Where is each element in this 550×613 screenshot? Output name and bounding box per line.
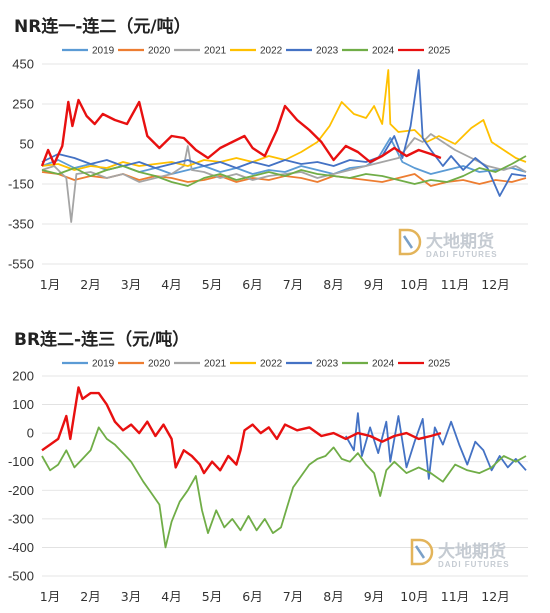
legend-label: 2023 [316, 359, 339, 370]
x-tick-label: 4月 [161, 589, 181, 604]
x-tick-label: 7月 [283, 277, 303, 292]
x-tick-label: 7月 [283, 589, 303, 604]
watermark-subtext: DADI FUTURES [438, 560, 510, 569]
y-tick-label: -400 [8, 540, 34, 555]
y-tick-label: -550 [8, 257, 34, 272]
dadi-logo-icon [398, 228, 422, 256]
x-tick-label: 11月 [441, 589, 469, 604]
br-spread-chart: BR连二-连三（元/吨） 2019 2020 2021 2022 2023 2024 202… [8, 329, 528, 604]
y-tick-label: 0 [27, 426, 34, 441]
y-tick-label: 100 [12, 397, 34, 412]
chart-title: BR连二-连三（元/吨） [14, 329, 189, 350]
x-tick-label: 11月 [441, 277, 469, 292]
plot-area [41, 386, 527, 549]
x-tick-label: 10月 [400, 589, 428, 604]
series-line-2025 [40, 98, 442, 167]
y-axis: 450 250 50 -150 -350 -550 [8, 57, 34, 272]
x-tick-label: 9月 [364, 277, 384, 292]
watermark-subtext: DADI FUTURES [426, 250, 498, 259]
x-tick-label: 3月 [121, 589, 141, 604]
x-axis: 1月 2月 3月 4月 5月 6月 7月 8月 9月 10月 11月 12月 [40, 277, 510, 292]
series-line-2023 [41, 69, 527, 197]
gridlines [42, 375, 528, 577]
x-tick-label: 12月 [481, 277, 509, 292]
legend-label: 2025 [428, 46, 451, 57]
legend-label: 2021 [204, 359, 227, 370]
y-tick-label: -300 [8, 511, 34, 526]
y-tick-label: -500 [8, 569, 34, 584]
watermark: 大地期货 DADI FUTURES [410, 538, 510, 569]
legend-label: 2019 [92, 359, 115, 370]
y-tick-label: 450 [12, 57, 34, 72]
legend-label: 2020 [148, 359, 171, 370]
legend-label: 2025 [428, 359, 451, 370]
x-tick-label: 3月 [121, 277, 141, 292]
series-line-2025 [41, 386, 442, 475]
x-tick-label: 6月 [242, 589, 262, 604]
y-tick-label: -200 [8, 483, 34, 498]
y-tick-label: -350 [8, 217, 34, 232]
legend-label: 2020 [148, 46, 171, 57]
y-tick-label: -100 [8, 454, 34, 469]
x-axis: 1月 2月 3月 4月 5月 6月 7月 8月 9月 10月 11月 12月 [40, 589, 510, 604]
x-tick-label: 1月 [40, 277, 60, 292]
watermark-text: 大地期货 [426, 231, 494, 252]
dadi-logo-icon [410, 538, 434, 566]
series-line-2022 [41, 69, 527, 171]
x-tick-label: 5月 [202, 589, 222, 604]
legend: 2019 2020 2021 2022 2023 2024 2025 [62, 46, 451, 57]
x-tick-label: 1月 [40, 589, 60, 604]
y-tick-label: 50 [20, 137, 34, 152]
x-tick-label: 4月 [161, 277, 181, 292]
x-tick-label: 2月 [80, 277, 100, 292]
x-tick-label: 12月 [481, 589, 509, 604]
watermark: 大地期货 DADI FUTURES [398, 228, 498, 259]
legend: 2019 2020 2021 2022 2023 2024 2025 [62, 359, 451, 370]
watermark-text: 大地期货 [438, 541, 506, 562]
y-axis: 200 100 0 -100 -200 -300 -400 -500 [8, 369, 34, 584]
plot-area [40, 69, 527, 223]
legend-label: 2022 [260, 46, 283, 57]
series-line-2024 [41, 426, 527, 549]
y-tick-label: -150 [8, 177, 34, 192]
x-tick-label: 10月 [400, 277, 428, 292]
legend-label: 2021 [204, 46, 227, 57]
chart-title: NR连一-连二（元/吨） [14, 16, 191, 37]
legend-label: 2024 [372, 359, 395, 370]
x-tick-label: 5月 [202, 277, 222, 292]
nr-spread-chart: NR连一-连二（元/吨） 2019 2020 2021 2022 2023 2024 202… [8, 16, 528, 292]
x-tick-label: 2月 [80, 589, 100, 604]
y-tick-label: 250 [12, 97, 34, 112]
legend-label: 2019 [92, 46, 115, 57]
x-tick-label: 6月 [242, 277, 262, 292]
series-line-2021 [41, 133, 527, 223]
legend-label: 2023 [316, 46, 339, 57]
legend-label: 2022 [260, 359, 283, 370]
y-tick-label: 200 [12, 369, 34, 384]
x-tick-label: 9月 [364, 589, 384, 604]
legend-label: 2024 [372, 46, 395, 57]
series-line-2023 [345, 412, 527, 480]
x-tick-label: 8月 [323, 589, 343, 604]
x-tick-label: 8月 [323, 277, 343, 292]
series-line-2024 [41, 155, 527, 187]
